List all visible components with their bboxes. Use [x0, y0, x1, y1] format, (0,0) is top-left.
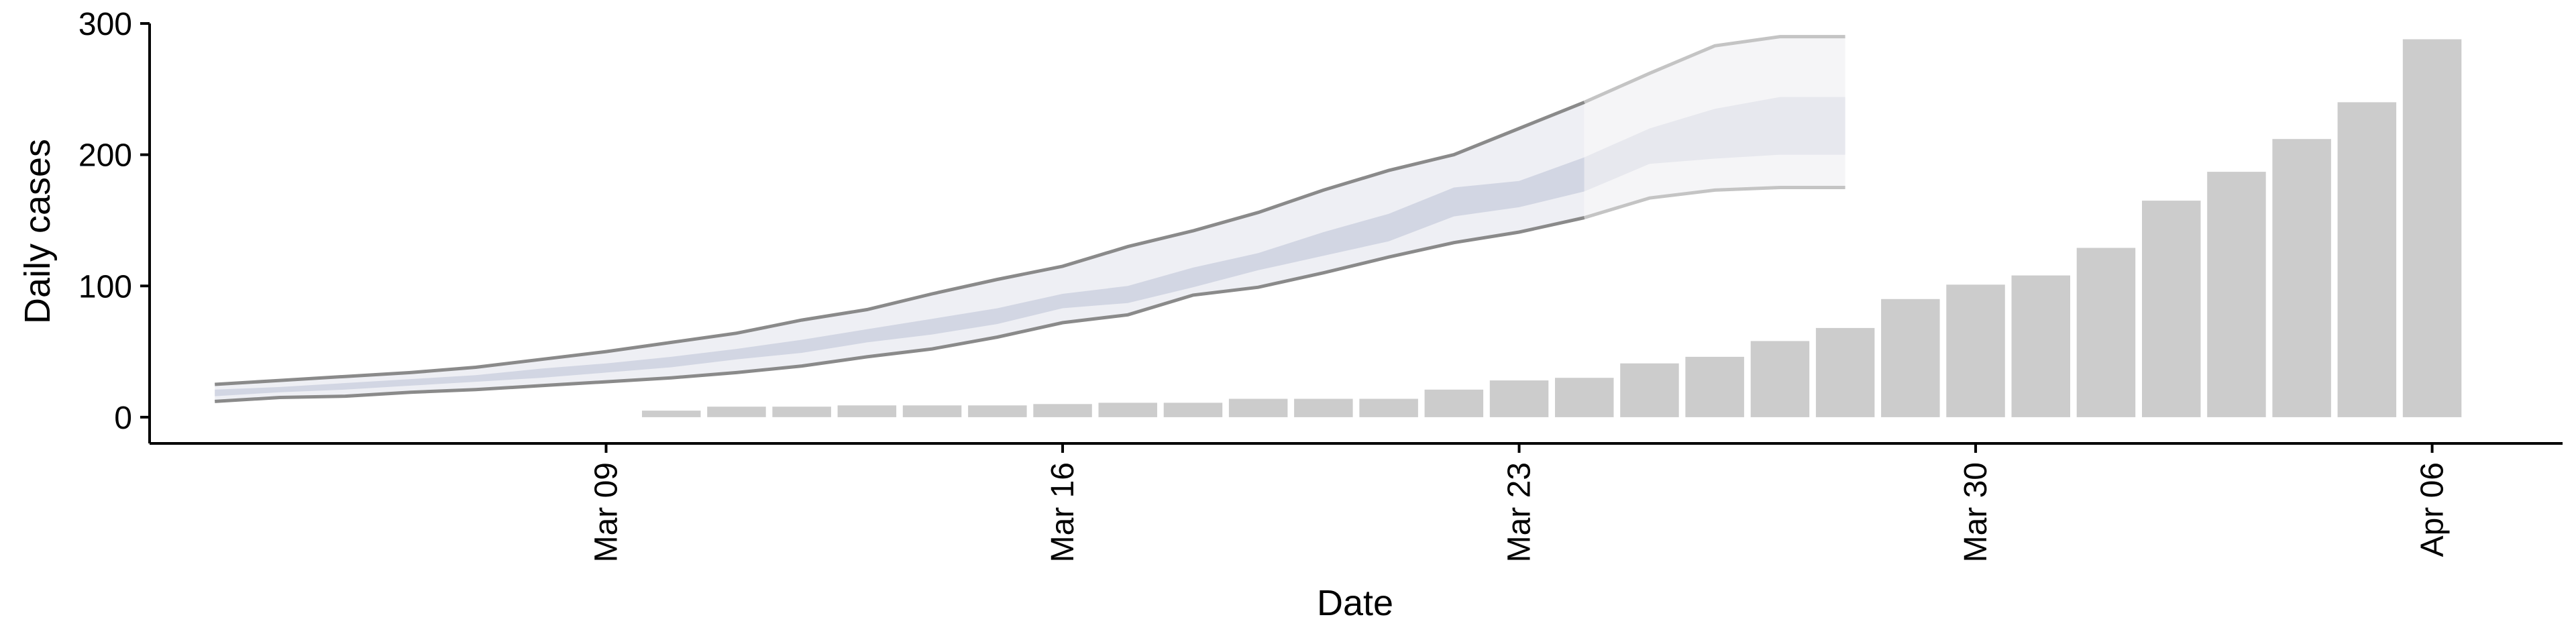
bar-2020-04-01: [2076, 248, 2136, 417]
model-lines: [215, 35, 1845, 403]
bar-2020-03-12: [772, 407, 831, 417]
bar-2020-03-13: [837, 405, 897, 417]
bar-2020-03-29: [1881, 299, 1940, 417]
x-tick-label: Apr 06: [2415, 462, 2451, 557]
bar-2020-03-26: [1685, 356, 1744, 417]
bar-2020-03-30: [1946, 284, 2005, 417]
y-axis-ticks: 0 100 200 300: [78, 7, 150, 436]
bars: [642, 39, 2462, 417]
x-tick-label: Mar 16: [1045, 462, 1081, 562]
bar-2020-03-21: [1359, 398, 1418, 417]
lower-line-forecast: [1584, 186, 1845, 219]
bar-2020-04-06: [2402, 39, 2462, 417]
bar-2020-04-04: [2272, 139, 2331, 417]
x-axis-ticks: Mar 09 Mar 16 Mar 23 Mar 30 Apr 06: [589, 443, 2451, 562]
bar-2020-03-19: [1228, 398, 1288, 417]
x-tick-label: Mar 23: [1502, 462, 1538, 562]
bar-2020-04-02: [2142, 201, 2201, 417]
outer-band-fit: [215, 102, 1585, 402]
bar-2020-03-10: [642, 411, 701, 417]
bar-2020-03-14: [902, 405, 962, 417]
x-tick-label: Mar 09: [589, 462, 625, 562]
y-tick-label: 100: [78, 269, 132, 305]
bar-2020-03-16: [1033, 404, 1092, 417]
bar-2020-03-23: [1489, 380, 1549, 417]
bar-2020-03-11: [707, 407, 766, 417]
y-tick-label: 200: [78, 138, 132, 174]
y-axis-title: Daily cases: [17, 139, 58, 324]
bar-2020-04-05: [2337, 102, 2397, 417]
bar-2020-03-20: [1294, 398, 1353, 417]
upper-line-fit: [215, 101, 1585, 386]
bar-2020-04-03: [2207, 172, 2266, 417]
bar-2020-03-28: [1815, 327, 1875, 417]
inner-band-forecast: [1584, 97, 1845, 192]
bar-2020-03-27: [1750, 341, 1810, 417]
bar-2020-03-22: [1424, 389, 1484, 417]
x-tick-label: Mar 30: [1958, 462, 1994, 562]
model-bands: [215, 36, 1845, 402]
bar-2020-03-24: [1555, 378, 1614, 417]
bar-2020-03-25: [1620, 363, 1679, 417]
bar-2020-03-15: [968, 405, 1027, 417]
bar-2020-03-18: [1163, 402, 1223, 417]
lower-line-fit: [215, 216, 1585, 403]
x-axis-title: Date: [1317, 583, 1393, 623]
bar-2020-03-31: [2011, 275, 2070, 417]
upper-line-forecast: [1583, 35, 1845, 104]
y-tick-label: 0: [114, 400, 132, 436]
bar-2020-03-17: [1098, 402, 1157, 417]
y-tick-label: 300: [78, 7, 132, 42]
